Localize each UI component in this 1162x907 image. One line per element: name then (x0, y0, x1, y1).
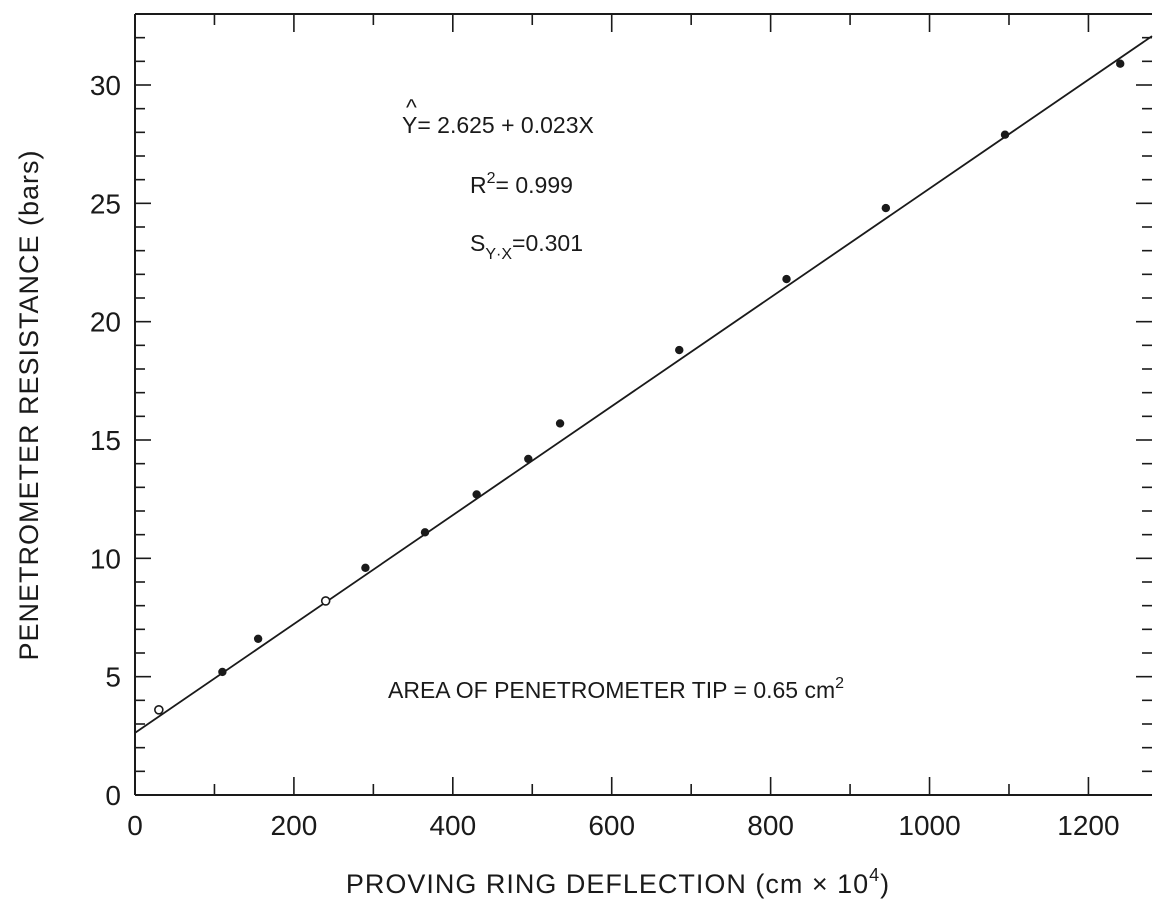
x-tick-label: 1000 (898, 810, 960, 841)
data-point (524, 454, 533, 464)
y-tick-label: 10 (90, 543, 121, 574)
syx-annotation: SY·X=0.301 (470, 230, 583, 263)
x-tick-label: 0 (127, 810, 143, 841)
x-tick-label: 200 (271, 810, 318, 841)
r-squared-annotation: R2= 0.999 (470, 170, 573, 198)
equation-hat: ^ (406, 94, 417, 120)
plot-frame (134, 13, 1152, 796)
data-point (1116, 59, 1125, 68)
tip-area-annotation: AREA OF PENETROMETER TIP = 0.65 cm2 (388, 675, 844, 703)
x-tick-label: 400 (429, 810, 476, 841)
data-point (361, 563, 370, 572)
tick-labels: 0 200 400 600 800 1000 1200 0 5 10 15 20 25 30 (90, 70, 1120, 841)
regression-equation: Y= 2.625 + 0.023X (402, 112, 594, 138)
x-tick-label: 600 (588, 810, 635, 841)
x-axis-title-close: ) (880, 869, 890, 899)
regression-line-group (134, 35, 1153, 734)
y-tick-label: 0 (105, 780, 121, 811)
data-point (320, 596, 331, 606)
axis-ticks (134, 13, 1152, 796)
regression-line (134, 35, 1153, 734)
data-point (782, 274, 791, 284)
y-tick-label: 15 (90, 425, 121, 456)
data-points (154, 59, 1125, 715)
y-axis-title: PENETROMETER RESISTANCE (bars) (14, 149, 44, 660)
syx-value: =0.301 (512, 230, 583, 256)
data-point (675, 345, 684, 355)
data-point (253, 634, 263, 643)
data-point (218, 667, 227, 677)
x-axis-title: PROVING RING DEFLECTION (cm × 104) (346, 865, 890, 899)
x-tick-label: 800 (747, 810, 794, 841)
data-point (1000, 130, 1010, 139)
tip-area-exponent: 2 (835, 675, 844, 692)
x-tick-label: 1200 (1057, 810, 1119, 841)
y-tick-label: 25 (90, 188, 121, 219)
data-point (472, 490, 481, 499)
data-point (154, 704, 164, 715)
y-tick-label: 30 (90, 70, 121, 101)
data-point (881, 203, 891, 213)
r-squared-exponent: 2 (487, 170, 496, 187)
r-squared-value: = 0.999 (496, 172, 573, 198)
data-point (420, 528, 430, 537)
y-tick-label: 5 (105, 662, 121, 693)
x-axis-title-exponent: 4 (869, 865, 880, 885)
data-point (555, 419, 565, 428)
y-tick-label: 20 (90, 307, 121, 338)
syx-subscript: Y·X (485, 246, 512, 263)
